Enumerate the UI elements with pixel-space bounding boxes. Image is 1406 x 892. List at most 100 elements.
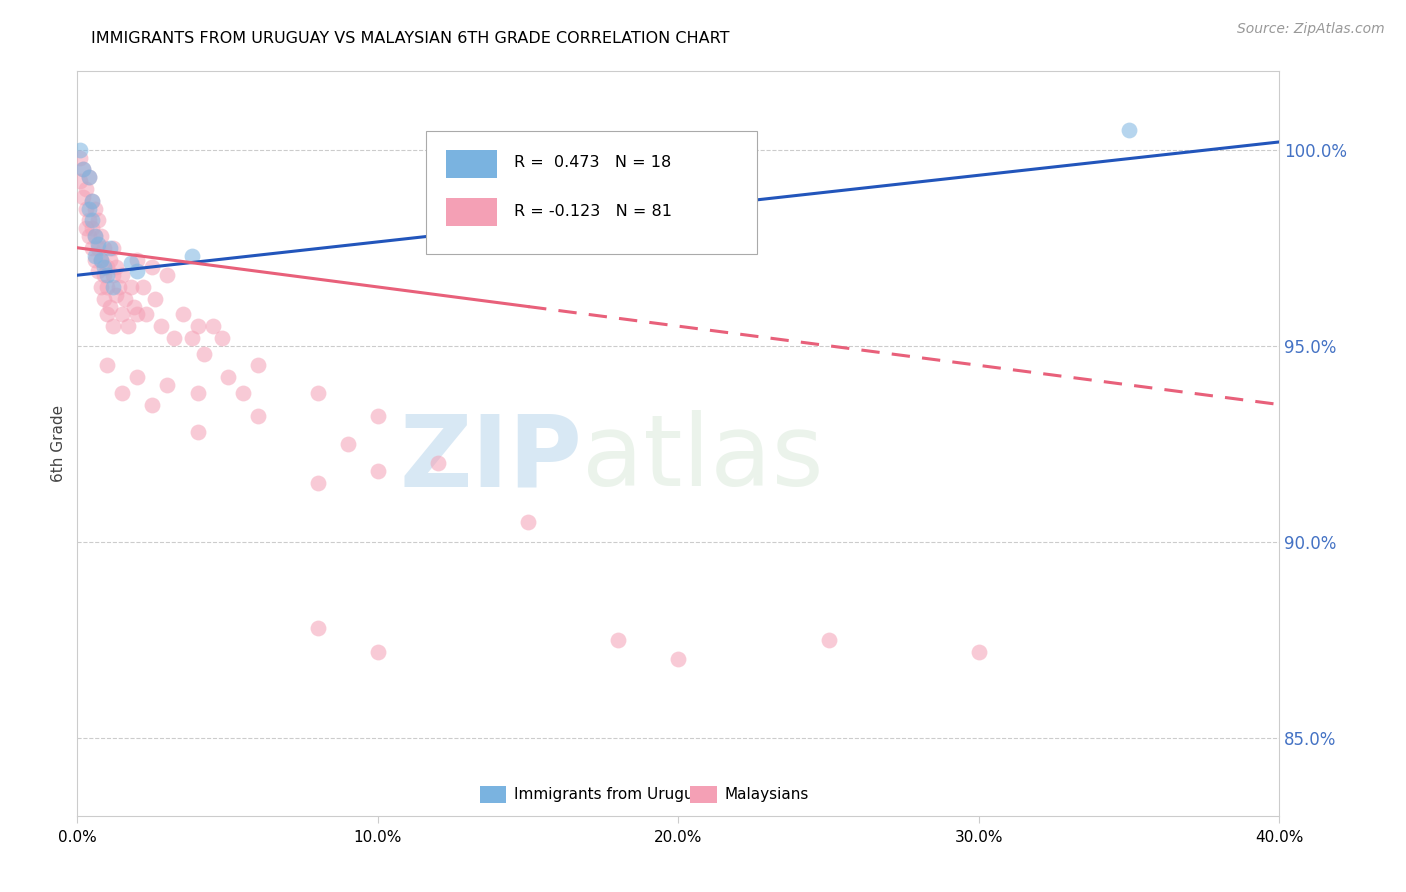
Point [84,202,107,216]
Point [90,252,112,267]
Point [967,644,990,658]
Point [79,213,101,227]
Point [82,213,104,227]
Point [111,307,134,321]
Point [180,249,202,263]
Point [96,268,118,283]
Point [367,644,389,658]
Point [246,409,269,424]
Point [69,143,91,157]
Point [145,292,167,306]
Point [82,194,104,208]
Point [96,359,118,373]
Point [172,307,194,321]
Point [124,300,146,314]
Point [87,264,110,278]
Text: Immigrants from Uruguay: Immigrants from Uruguay [513,787,711,802]
Point [84,252,107,267]
Point [96,280,118,294]
Point [217,370,239,384]
Point [79,170,101,185]
Point [108,280,131,294]
Point [103,319,125,334]
Point [120,256,142,270]
Point [307,385,329,400]
Text: ZIP: ZIP [399,410,582,508]
Point [103,241,125,255]
Point [75,182,97,196]
Point [90,280,112,294]
Point [79,229,101,244]
Point [156,268,179,283]
Point [307,475,329,490]
Point [93,292,115,306]
Point [141,260,163,275]
Point [127,307,149,321]
Point [96,307,118,321]
Bar [479,787,506,803]
Point [72,162,94,177]
Bar [690,787,717,803]
Point [162,331,184,345]
Point [117,319,139,334]
Point [105,260,128,275]
Point [79,170,101,185]
Point [93,260,115,275]
Point [111,268,134,283]
Point [82,221,104,235]
Point [307,621,329,635]
Point [127,252,149,267]
Point [1118,123,1140,137]
Point [87,213,110,227]
Point [103,268,125,283]
Point [120,280,142,294]
Point [817,632,839,647]
Point [84,249,107,263]
Text: Source: ZipAtlas.com: Source: ZipAtlas.com [1237,22,1385,37]
Point [84,229,107,244]
Text: R = -0.123   N = 81: R = -0.123 N = 81 [513,204,672,219]
Y-axis label: 6th Grade: 6th Grade [51,405,66,483]
Point [93,268,115,283]
Point [100,252,122,267]
Point [100,241,122,255]
Point [87,236,110,251]
Point [79,202,101,216]
Point [72,162,94,177]
Point [186,385,209,400]
Point [75,221,97,235]
Point [75,202,97,216]
Text: IMMIGRANTS FROM URUGUAY VS MALAYSIAN 6TH GRADE CORRELATION CHART: IMMIGRANTS FROM URUGUAY VS MALAYSIAN 6TH… [91,31,730,46]
Text: R =  0.473   N = 18: R = 0.473 N = 18 [513,155,671,170]
Point [156,378,179,392]
Bar [446,198,496,227]
Point [150,319,173,334]
Point [93,241,115,255]
Point [246,359,269,373]
Point [127,370,149,384]
Point [84,229,107,244]
Point [127,264,149,278]
Point [69,151,91,165]
Point [367,409,389,424]
Point [72,190,94,204]
FancyBboxPatch shape [426,131,756,254]
Point [367,464,389,478]
Point [82,194,104,208]
Point [180,331,202,345]
Point [427,456,450,470]
Point [111,385,134,400]
Point [100,300,122,314]
Point [141,398,163,412]
Point [132,280,155,294]
Point [607,632,630,647]
Point [186,319,209,334]
Point [336,436,359,450]
Point [517,515,540,529]
Point [105,287,128,301]
Point [87,241,110,255]
Text: atlas: atlas [582,410,824,508]
Point [193,346,215,360]
Point [90,252,112,267]
Point [668,652,690,666]
